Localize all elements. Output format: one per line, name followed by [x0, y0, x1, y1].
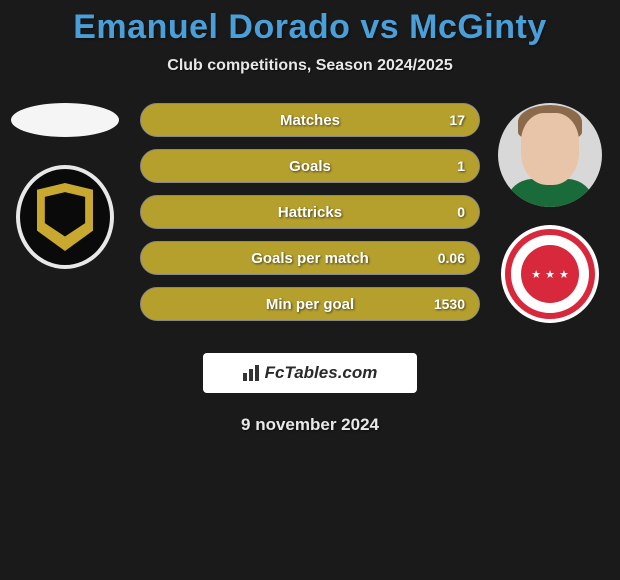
stat-bars: Matches 17 Goals 1 Hattricks 0 Goals per… — [140, 103, 480, 321]
stat-label: Matches — [280, 112, 340, 129]
stat-value-right: 0.06 — [438, 250, 465, 266]
source-logo: FcTables.com — [203, 353, 417, 393]
stat-bar: Min per goal 1530 — [140, 287, 480, 321]
right-player-column: ★ ★ ★ — [490, 103, 610, 323]
subtitle: Club competitions, Season 2024/2025 — [0, 57, 620, 75]
date-label: 9 november 2024 — [0, 415, 620, 435]
club-right-badge: ★ ★ ★ — [501, 225, 599, 323]
stat-value-right: 1 — [457, 158, 465, 174]
page-title: Emanuel Dorado vs McGinty — [0, 0, 620, 47]
stat-label: Hattricks — [278, 204, 342, 221]
stat-value-right: 17 — [449, 112, 465, 128]
club-left-badge — [16, 165, 114, 269]
logo-text: FcTables.com — [265, 363, 378, 383]
stat-bar: Hattricks 0 — [140, 195, 480, 229]
stat-bar: Goals 1 — [140, 149, 480, 183]
stat-label: Min per goal — [266, 296, 354, 313]
stat-bar: Matches 17 — [140, 103, 480, 137]
player-right-avatar — [498, 103, 602, 207]
left-player-column — [0, 103, 130, 269]
bars-icon — [243, 365, 261, 381]
player-left-avatar — [11, 103, 119, 137]
stat-label: Goals — [289, 158, 331, 175]
stat-label: Goals per match — [251, 250, 369, 267]
stat-value-right: 1530 — [434, 296, 465, 312]
stat-value-right: 0 — [457, 204, 465, 220]
stat-bar: Goals per match 0.06 — [140, 241, 480, 275]
shield-icon — [37, 183, 93, 251]
comparison-content: Matches 17 Goals 1 Hattricks 0 Goals per… — [0, 103, 620, 343]
